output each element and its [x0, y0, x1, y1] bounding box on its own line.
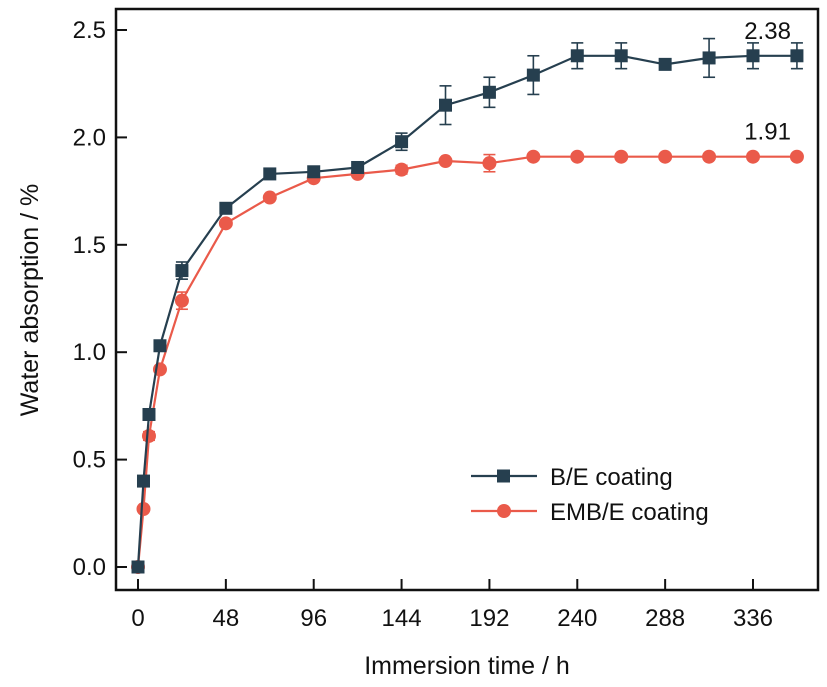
data-point	[218, 216, 233, 231]
x-axis: 0 48 96 144 192 240 288 336	[131, 579, 773, 632]
data-point	[570, 149, 585, 164]
x-tick-label: 192	[469, 605, 509, 632]
data-point	[482, 156, 497, 171]
data-point	[614, 149, 629, 164]
x-tick-label: 240	[557, 605, 597, 632]
x-tick-label: 288	[645, 605, 685, 632]
value-annotation: 1.91	[744, 119, 791, 146]
y-tick-label: 1.5	[73, 232, 106, 259]
data-point	[658, 149, 673, 164]
data-point	[174, 293, 189, 308]
data-point	[614, 49, 628, 63]
data-point	[438, 154, 453, 169]
data-point	[141, 428, 156, 443]
y-tick-label: 2.5	[73, 17, 106, 44]
data-point	[526, 68, 540, 82]
data-point	[526, 149, 541, 164]
legend: B/E coating EMB/E coating	[471, 464, 709, 526]
data-point	[789, 149, 804, 164]
x-tick-label: 144	[382, 605, 422, 632]
data-point	[395, 135, 409, 149]
data-point	[142, 407, 156, 421]
data-point	[746, 149, 760, 164]
legend-label: B/E coating	[550, 464, 673, 491]
data-point	[702, 51, 716, 65]
x-axis-title: Immersion time / h	[364, 652, 570, 680]
annotations: 2.38 1.91	[744, 18, 791, 146]
data-point	[175, 264, 189, 278]
y-axis-title: Water absorption / %	[16, 184, 44, 417]
legend-item: B/E coating	[471, 464, 673, 491]
plot-area	[131, 37, 804, 574]
legend-marker-circle	[497, 504, 511, 518]
data-point	[394, 162, 409, 177]
plot-frame	[114, 7, 820, 592]
y-axis: 0.0 0.5 1.0 1.5 2.0 2.5	[73, 17, 127, 581]
legend-marker-square	[497, 469, 510, 483]
y-tick-label: 1.0	[73, 339, 106, 366]
value-annotation: 2.38	[744, 18, 791, 45]
data-point	[262, 190, 277, 205]
data-point	[746, 49, 760, 63]
data-point	[136, 502, 151, 517]
data-point	[131, 560, 145, 574]
series-b-e-coating	[131, 37, 804, 574]
x-tick-label: 96	[300, 605, 327, 632]
data-point	[790, 49, 804, 63]
data-point	[351, 160, 365, 174]
y-tick-label: 0.0	[73, 554, 106, 581]
data-point	[570, 49, 584, 63]
legend-label: EMB/E coating	[550, 499, 709, 526]
data-point	[307, 165, 321, 179]
x-tick-label: 336	[733, 605, 773, 632]
data-point	[136, 474, 150, 488]
series-line	[136, 54, 797, 568]
data-point	[658, 57, 672, 71]
x-tick-label: 48	[213, 605, 240, 632]
y-tick-label: 0.5	[73, 447, 106, 474]
data-point	[702, 149, 717, 164]
data-point	[153, 339, 167, 353]
data-point	[219, 201, 233, 215]
legend-item: EMB/E coating	[471, 499, 709, 526]
data-point	[263, 167, 277, 181]
data-point	[439, 98, 452, 112]
series-emb-e-coating	[131, 149, 804, 574]
x-tick-label: 0	[131, 605, 144, 632]
y-tick-label: 2.0	[73, 124, 106, 151]
data-point	[482, 85, 496, 99]
